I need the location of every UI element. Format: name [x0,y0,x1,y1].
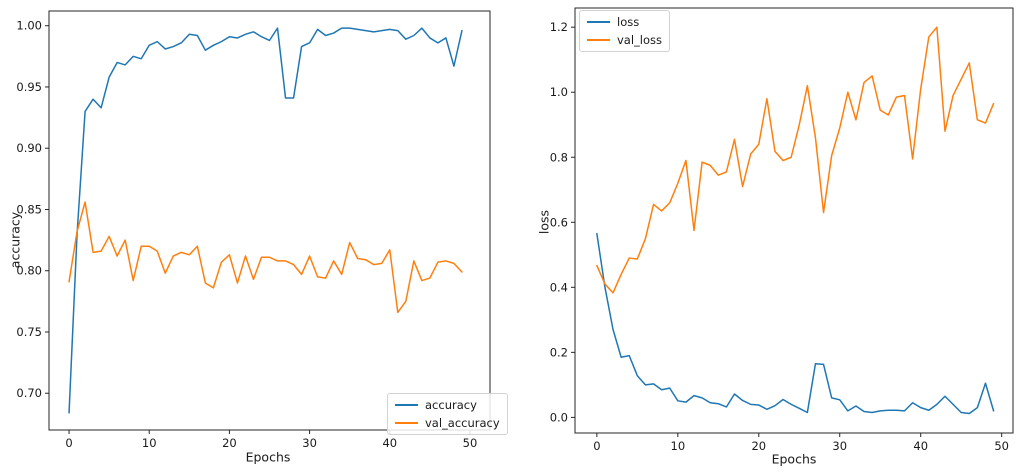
loss-line [596,232,995,415]
accuracy-subplot: 0 10 20 30 40 50 0.70 0.75 0.80 0.85 0.90 0.95 1.00 [16,10,491,450]
legend-item-accuracy: accuracy [395,398,500,412]
x-tick-label: 10 [142,436,157,450]
accuracy-legend-label: accuracy [425,398,477,412]
accuracy-line [68,27,463,414]
x-tick-label: 0 [593,439,600,453]
plot-border [574,7,1014,434]
val-accuracy-legend-label: val_accuracy [425,416,500,430]
val_accuracy-line [68,201,463,314]
y-tick-label: 0.90 [16,141,42,155]
plot-border [48,10,491,431]
val-accuracy-line-swatch [395,422,418,424]
y-tick-label: 1.2 [550,20,568,34]
y-tick-label: 1.00 [16,19,42,33]
val_loss-line [596,26,995,294]
loss-subplot: 0 10 20 30 40 50 0.0 0.2 0.4 0.6 0.8 1.0 1.2 [550,7,1014,453]
loss-y-axis-label: loss [536,209,552,235]
loss-legend-label: loss [617,15,640,29]
legend-item-loss: loss [587,15,662,29]
y-tick-label: 1.0 [550,85,568,99]
x-tick-label: 30 [832,439,847,453]
x-tick-label: 50 [463,436,478,450]
accuracy-x-axis-label: Epochs [245,449,291,465]
x-tick-label: 30 [302,436,317,450]
y-tick-label: 0.2 [550,345,568,359]
y-tick-label: 0.95 [16,80,42,94]
y-tick-label: 0.0 [550,410,568,424]
legend-item-val-accuracy: val_accuracy [395,416,500,430]
val-loss-line-swatch [587,39,610,41]
y-tick-label: 0.75 [16,325,42,339]
accuracy-legend: accuracy val_accuracy [387,393,508,435]
loss-legend: loss val_loss [579,10,671,52]
val-loss-legend-label: val_loss [617,33,663,47]
x-tick-label: 40 [382,436,397,450]
accuracy-y-axis-label: accuracy [7,211,23,269]
y-tick-label: 0.70 [16,386,42,400]
legend-item-val-loss: val_loss [587,33,662,47]
accuracy-line-swatch [395,404,418,406]
loss-x-axis-label: Epochs [771,451,817,467]
x-tick-label: 0 [65,436,72,450]
x-tick-label: 10 [671,439,686,453]
x-tick-label: 20 [751,439,766,453]
x-tick-label: 50 [994,439,1009,453]
y-tick-label: 0.4 [550,280,568,294]
x-tick-label: 40 [913,439,928,453]
y-tick-label: 0.85 [16,202,42,216]
y-tick-label: 0.8 [550,150,568,164]
y-tick-label: 0.80 [16,264,42,278]
loss-line-swatch [587,21,610,23]
x-tick-label: 20 [222,436,237,450]
y-tick-label: 0.6 [550,215,568,229]
